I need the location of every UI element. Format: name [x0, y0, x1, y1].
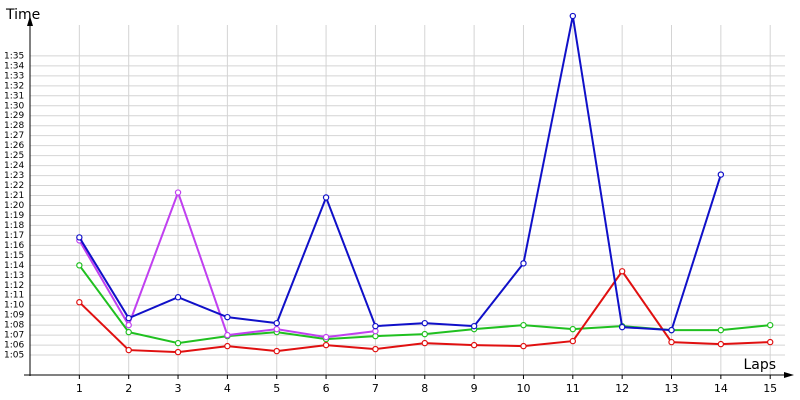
x-tick-label: 14	[714, 382, 728, 395]
point	[569, 325, 577, 333]
y-tick-label: 1:16	[4, 241, 24, 251]
point	[520, 321, 527, 329]
point	[273, 325, 280, 333]
x-tick-label: 6	[323, 382, 330, 395]
point	[224, 331, 231, 339]
y-tick-label: 1:21	[4, 191, 24, 201]
y-tick-label: 1:25	[4, 151, 24, 161]
y-tick-label: 1:11	[4, 291, 24, 301]
point	[618, 323, 626, 331]
point	[125, 314, 132, 322]
x-tick-label: 1	[76, 382, 83, 395]
grid: 1:051:061:071:081:091:101:111:121:131:14…	[4, 25, 785, 395]
y-tick-label: 1:23	[4, 171, 24, 181]
x-tick-label: 12	[615, 382, 629, 395]
point	[618, 268, 626, 275]
y-tick-label: 1:30	[4, 101, 24, 111]
point	[717, 171, 725, 178]
series-line	[78, 15, 722, 332]
y-tick-label: 1:24	[4, 161, 24, 171]
point	[76, 234, 83, 241]
y-tick-label: 1:19	[4, 211, 24, 221]
point	[372, 322, 379, 330]
point	[322, 333, 330, 341]
y-tick-label: 1:06	[4, 341, 24, 351]
point	[470, 322, 478, 330]
point	[717, 326, 725, 334]
y-tick-label: 1:13	[4, 271, 24, 281]
point	[273, 319, 280, 327]
x-axis-title: Laps	[743, 357, 776, 373]
y-tick-label: 1:33	[4, 71, 24, 81]
y-tick-label: 1:18	[4, 221, 24, 231]
point	[322, 341, 330, 349]
y-tick-label: 1:29	[4, 111, 24, 121]
x-tick-label: 10	[516, 382, 530, 395]
x-tick-label: 5	[273, 382, 280, 395]
point	[174, 339, 182, 347]
y-tick-label: 1:15	[4, 251, 24, 261]
point	[717, 340, 725, 348]
y-tick-label: 1:08	[4, 321, 24, 331]
point	[273, 347, 280, 355]
point	[76, 299, 83, 306]
x-tick-label: 11	[566, 382, 580, 395]
point	[668, 326, 675, 334]
point	[224, 342, 231, 350]
x-tick-label: 3	[175, 382, 182, 395]
point	[174, 189, 182, 196]
point	[372, 345, 379, 353]
y-tick-label: 1:27	[4, 131, 24, 141]
point	[224, 313, 231, 321]
point	[421, 319, 428, 327]
point	[125, 328, 132, 336]
x-tick-label: 8	[421, 382, 428, 395]
y-tick-label: 1:05	[4, 351, 24, 361]
point	[520, 260, 527, 267]
y-tick-label: 1:35	[4, 51, 24, 61]
point	[322, 194, 330, 201]
y-tick-label: 1:32	[4, 81, 24, 91]
point	[125, 346, 132, 354]
point	[76, 262, 83, 269]
point	[520, 342, 527, 350]
x-tick-label: 7	[372, 382, 379, 395]
y-tick-label: 1:10	[4, 301, 24, 311]
x-tick-label: 2	[125, 382, 132, 395]
x-tick-label: 13	[665, 382, 679, 395]
y-tick-label: 1:28	[4, 121, 24, 131]
x-axis-arrow	[784, 372, 794, 378]
y-tick-label: 1:20	[4, 201, 24, 211]
point	[421, 330, 428, 338]
x-tick-label: 4	[224, 382, 231, 395]
point	[668, 338, 675, 346]
y-tick-label: 1:22	[4, 181, 24, 191]
y-axis-arrow	[27, 16, 33, 26]
y-tick-label: 1:12	[4, 281, 24, 291]
y-tick-label: 1:07	[4, 331, 24, 341]
y-tick-label: 1:26	[4, 141, 24, 151]
y-tick-label: 1:34	[4, 61, 24, 71]
y-tick-label: 1:14	[4, 261, 24, 271]
x-tick-label: 15	[763, 382, 777, 395]
point	[421, 339, 428, 347]
point	[174, 294, 182, 301]
plot	[76, 12, 774, 356]
y-tick-label: 1:09	[4, 311, 24, 321]
point	[125, 321, 132, 329]
y-tick-label: 1:31	[4, 91, 24, 101]
y-tick-label: 1:17	[4, 231, 24, 241]
x-tick-label: 9	[471, 382, 478, 395]
point	[470, 341, 478, 349]
y-axis-title: Time	[5, 7, 40, 23]
point	[569, 337, 577, 345]
point	[174, 348, 182, 356]
point	[766, 321, 774, 329]
point	[569, 12, 577, 20]
point	[766, 338, 774, 346]
